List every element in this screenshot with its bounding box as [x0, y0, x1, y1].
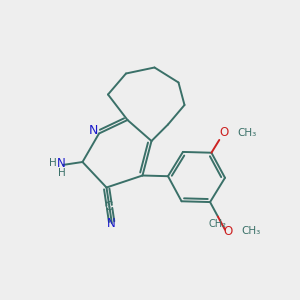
- Text: CH₂: CH₂: [209, 219, 227, 229]
- Text: CH₃: CH₃: [237, 128, 256, 138]
- Text: O: O: [223, 225, 232, 238]
- Text: N: N: [57, 157, 66, 170]
- Text: H: H: [58, 168, 66, 178]
- Text: H: H: [49, 158, 57, 168]
- Text: C: C: [105, 200, 113, 213]
- Text: N: N: [107, 217, 116, 230]
- Text: N: N: [89, 124, 98, 137]
- Text: CH₃: CH₃: [241, 226, 260, 236]
- Text: O: O: [219, 126, 228, 139]
